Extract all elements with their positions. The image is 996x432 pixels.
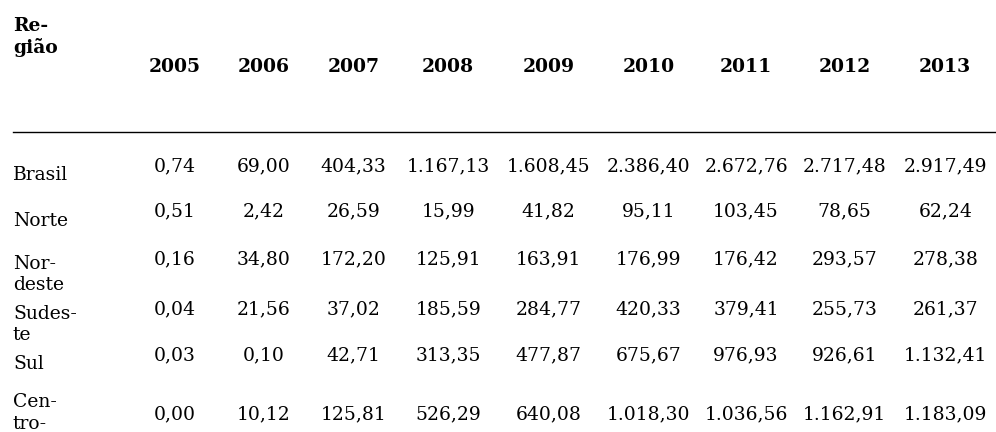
Text: Sudes-
te: Sudes- te (13, 305, 77, 344)
Text: 1.018,30: 1.018,30 (607, 406, 690, 424)
Text: 185,59: 185,59 (415, 300, 481, 318)
Text: 1.167,13: 1.167,13 (406, 157, 490, 175)
Text: 42,71: 42,71 (327, 346, 380, 364)
Text: 176,99: 176,99 (616, 250, 681, 268)
Text: 2.917,49: 2.917,49 (903, 157, 987, 175)
Text: Norte: Norte (13, 212, 68, 230)
Text: 640,08: 640,08 (516, 406, 582, 424)
Text: 176,42: 176,42 (713, 250, 779, 268)
Text: 2011: 2011 (720, 58, 772, 76)
Text: 0,16: 0,16 (153, 250, 195, 268)
Text: 37,02: 37,02 (327, 300, 380, 318)
Text: 0,51: 0,51 (153, 203, 195, 221)
Text: 477,87: 477,87 (516, 346, 582, 364)
Text: Brasil: Brasil (13, 166, 68, 184)
Text: 284,77: 284,77 (516, 300, 582, 318)
Text: 125,81: 125,81 (321, 406, 386, 424)
Text: 255,73: 255,73 (812, 300, 877, 318)
Text: 261,37: 261,37 (912, 300, 978, 318)
Text: 293,57: 293,57 (812, 250, 877, 268)
Text: 0,04: 0,04 (153, 300, 195, 318)
Text: 2007: 2007 (328, 58, 379, 76)
Text: 2.386,40: 2.386,40 (607, 157, 690, 175)
Text: 2,42: 2,42 (243, 203, 285, 221)
Text: 2013: 2013 (919, 58, 971, 76)
Text: 125,91: 125,91 (415, 250, 481, 268)
Text: 526,29: 526,29 (415, 406, 481, 424)
Text: 2009: 2009 (523, 58, 575, 76)
Text: Nor-
deste: Nor- deste (13, 255, 64, 294)
Text: 41,82: 41,82 (522, 203, 576, 221)
Text: 0,74: 0,74 (153, 157, 195, 175)
Text: 1.608,45: 1.608,45 (507, 157, 591, 175)
Text: 10,12: 10,12 (237, 406, 291, 424)
Text: 2005: 2005 (148, 58, 200, 76)
Text: 2012: 2012 (819, 58, 871, 76)
Text: 0,10: 0,10 (243, 346, 285, 364)
Text: 2.672,76: 2.672,76 (704, 157, 788, 175)
Text: 0,03: 0,03 (153, 346, 195, 364)
Text: 0,00: 0,00 (153, 406, 195, 424)
Text: 1.132,41: 1.132,41 (903, 346, 987, 364)
Text: 976,93: 976,93 (713, 346, 779, 364)
Text: 2010: 2010 (622, 58, 674, 76)
Text: 172,20: 172,20 (321, 250, 386, 268)
Text: 2006: 2006 (238, 58, 290, 76)
Text: 278,38: 278,38 (912, 250, 978, 268)
Text: 62,24: 62,24 (918, 203, 972, 221)
Text: 1.183,09: 1.183,09 (903, 406, 987, 424)
Text: 103,45: 103,45 (713, 203, 779, 221)
Text: Re-
gião: Re- gião (13, 17, 58, 57)
Text: 69,00: 69,00 (237, 157, 291, 175)
Text: 26,59: 26,59 (327, 203, 380, 221)
Text: Sul: Sul (13, 355, 44, 373)
Text: 78,65: 78,65 (818, 203, 872, 221)
Text: 15,99: 15,99 (421, 203, 475, 221)
Text: 404,33: 404,33 (321, 157, 386, 175)
Text: 420,33: 420,33 (616, 300, 681, 318)
Text: 675,67: 675,67 (616, 346, 681, 364)
Text: 1.036,56: 1.036,56 (704, 406, 788, 424)
Text: 313,35: 313,35 (415, 346, 481, 364)
Text: 926,61: 926,61 (812, 346, 877, 364)
Text: 1.162,91: 1.162,91 (803, 406, 886, 424)
Text: 163,91: 163,91 (516, 250, 582, 268)
Text: 95,11: 95,11 (622, 203, 675, 221)
Text: 34,80: 34,80 (237, 250, 291, 268)
Text: 379,41: 379,41 (713, 300, 779, 318)
Text: 2.717,48: 2.717,48 (803, 157, 886, 175)
Text: 21,56: 21,56 (237, 300, 291, 318)
Text: 2008: 2008 (422, 58, 474, 76)
Text: Cen-
tro-
-Oeste: Cen- tro- -Oeste (13, 393, 74, 432)
